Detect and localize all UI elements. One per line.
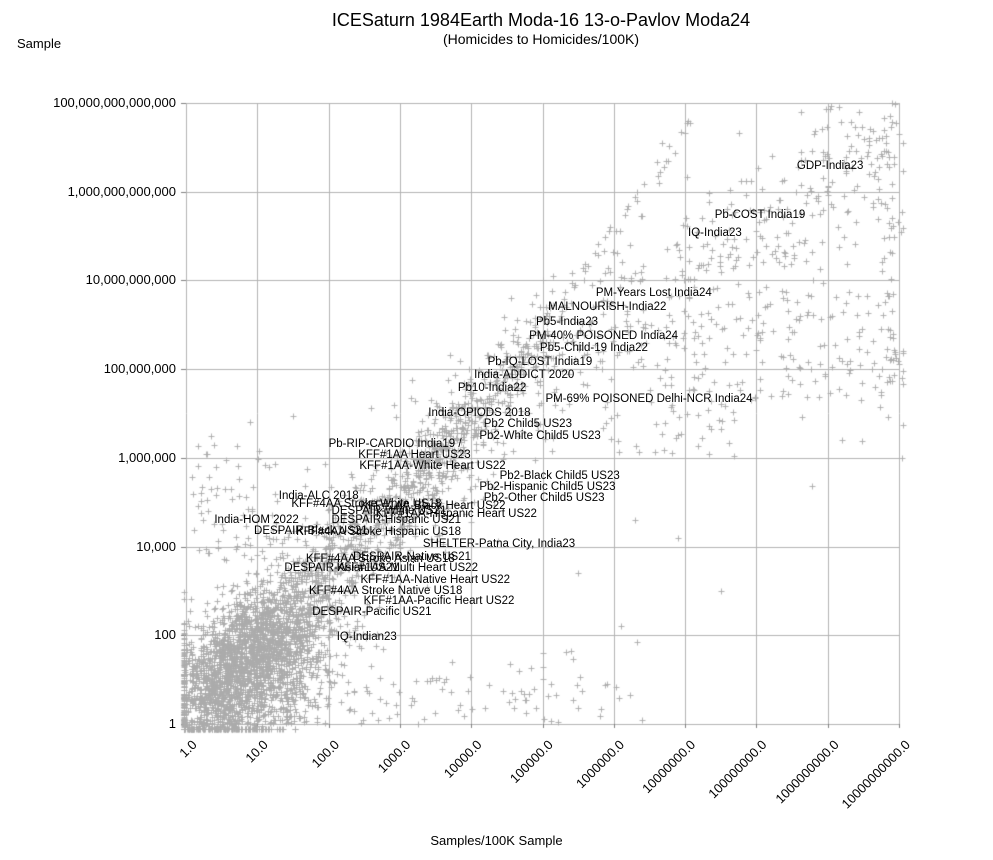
point-label: KFF#1AA-Hispanic Heart US22 xyxy=(375,508,537,521)
point-label: SHELTER-Patna City, India23 xyxy=(422,537,576,550)
point-label: KFF#4AA Stroke White US18 xyxy=(291,497,442,510)
point-label: DESPAIR-Native US21 xyxy=(353,551,472,564)
chart-subtitle: (Homicides to Homicides/100K) xyxy=(442,31,640,47)
y-tick-label: 100,000,000 xyxy=(103,361,176,377)
point-label: Pb-COST India19 xyxy=(714,209,806,222)
point-label: Pb2-Black Child5 US23 xyxy=(499,470,620,482)
point-label: Pb2-White Child5 US23 xyxy=(479,429,601,442)
point-label: KFF#4AA Stroke Native US18 xyxy=(308,584,463,597)
y-tick-label: 100,000,000,000,000 xyxy=(53,95,176,110)
y-tick-label: 1 xyxy=(168,716,176,731)
y-tick-label: 1,000,000 xyxy=(118,449,176,465)
point-label: DESPAIR-Hispanic US21 xyxy=(331,513,462,526)
point-label: IQ-India23 xyxy=(688,227,742,240)
point-label: KFF#1AA-Pacific Heart US22 xyxy=(363,595,515,608)
point-label: KFF#1AA-Native Heart US22 xyxy=(360,573,511,586)
x-axis-title: Samples/100K Sample xyxy=(430,833,563,848)
point-label: KFF#4AA Stroke Asian US18 xyxy=(305,552,455,565)
title-block: ICESaturn 1984Earth Moda-16 13-o-Pavlov … xyxy=(89,9,993,48)
chart-title: ICESaturn 1984Earth Moda-16 13-o-Pavlov … xyxy=(331,10,751,30)
point-label: PM-69% POISONED Delhi-NCR India24 xyxy=(545,393,753,406)
point-label: KFF#1AA Heart US23 xyxy=(358,449,471,462)
point-label: KFF#1AA-White Heart US22 xyxy=(359,460,506,473)
point-label: IQ-Indian23 xyxy=(336,630,397,643)
point-label: Pb2-Hispanic Child5 US23 xyxy=(479,480,616,493)
y-tick-label: 10,000 xyxy=(136,538,176,554)
point-label: Pb-IQ-LOST India19 xyxy=(487,355,593,368)
point-label: India-HOM 2022 xyxy=(214,513,299,526)
point-label: DESPAIR-Pacific US21 xyxy=(312,605,432,618)
y-tick-label: 1,000,000,000,000 xyxy=(67,183,176,199)
point-label: DESPAIR-White US21 xyxy=(331,505,447,518)
point-label: Pb10-India22 xyxy=(457,382,527,395)
point-label: DESPAIR-Black US21 xyxy=(254,525,368,538)
point-label: GDP-India23 xyxy=(796,160,864,173)
point-label: Pb5-Child-19 India22 xyxy=(539,342,648,355)
point-label: KFF#4AA Stroke Hispanic US18 xyxy=(296,526,461,539)
point-label: KFF#1AA-Multi Heart US22 xyxy=(336,562,478,575)
point-label: India-ALC 2018 xyxy=(278,490,359,503)
point-label: PM-40% POISONED India24 xyxy=(529,330,679,343)
point-label: MALNOURISH-India22 xyxy=(548,300,667,313)
y-tick-label: 100 xyxy=(154,627,176,643)
y-tick-label: 10,000,000,000 xyxy=(85,272,176,288)
point-label: Pb2 Child5 US23 xyxy=(483,418,572,431)
point-label: PM-Years Lost India24 xyxy=(595,287,712,300)
y-axis-title: Sample xyxy=(17,36,62,51)
point-label: India-OPIODS 2018 xyxy=(428,406,531,419)
point-label: India-ADDICT 2020 xyxy=(474,369,575,381)
point-label: KFF#1AA-Black Heart US22 xyxy=(360,500,506,512)
point-label: Pb2-Other Child5 US23 xyxy=(483,491,605,504)
point-label: DESPAIR-Asian US21 xyxy=(284,562,399,575)
point-label: Pb-RIP-CARDIO India19 / xyxy=(328,437,462,450)
point-label: Pb5-India23 xyxy=(535,315,598,328)
